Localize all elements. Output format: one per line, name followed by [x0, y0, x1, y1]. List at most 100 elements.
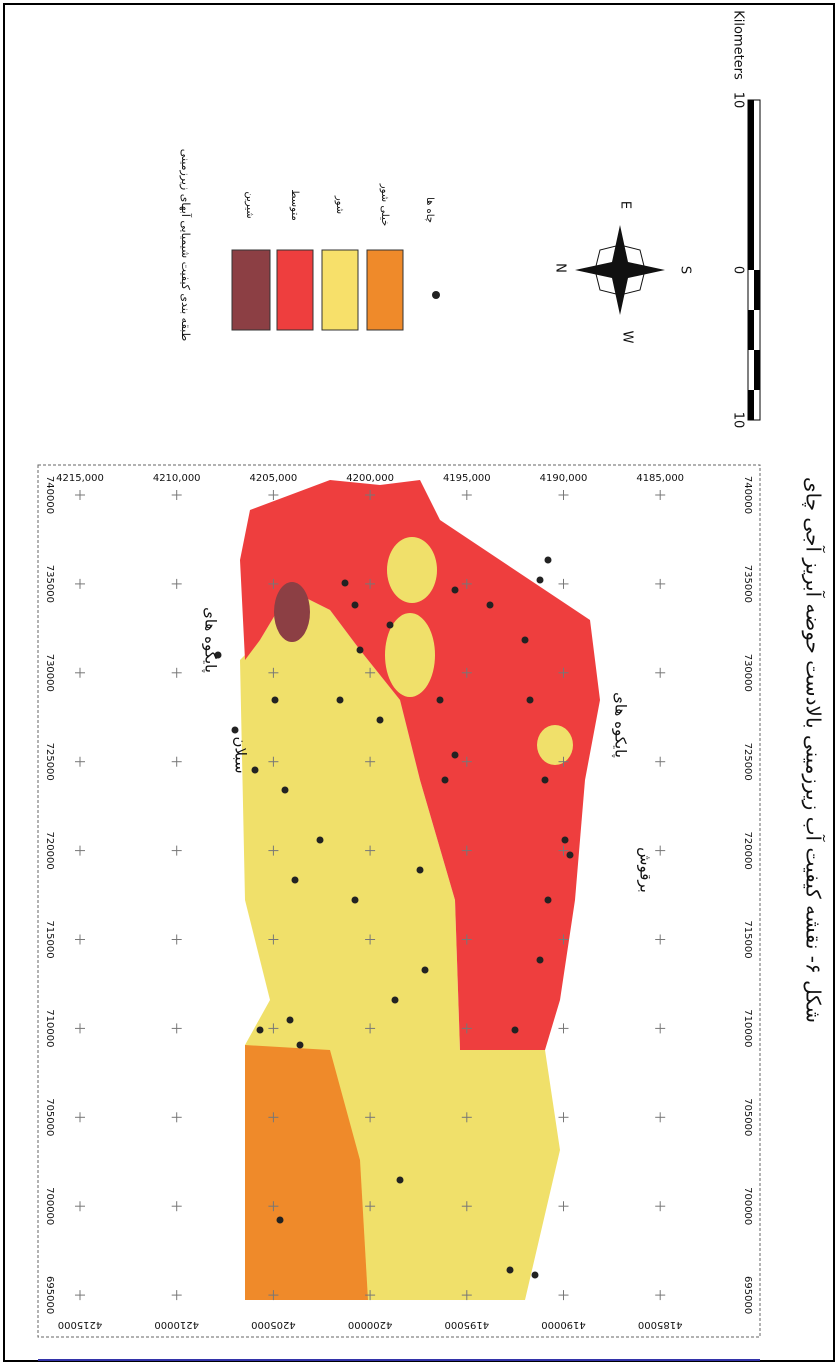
northing-label: 4215000 — [58, 1319, 103, 1330]
northing-label: 4200000 — [348, 1319, 393, 1330]
compass-star — [594, 244, 646, 296]
easting-label: 715000 — [742, 920, 753, 958]
area-medium — [240, 480, 600, 1050]
legend-label: چاه ها — [424, 197, 435, 223]
legend-swatch — [321, 249, 359, 331]
easting-label: 725000 — [742, 743, 753, 781]
northing-label: 4195000 — [445, 1319, 490, 1330]
well — [251, 766, 259, 774]
well — [451, 586, 459, 594]
legend-title: طبقه بندی کیفیت شیمیایی آبهای زیرزمینی — [179, 149, 193, 342]
scale-label: 10 — [731, 412, 746, 429]
well — [271, 696, 279, 704]
easting-label: 695000 — [742, 1276, 753, 1314]
well — [536, 576, 544, 584]
northing-label: 4215,000 — [56, 473, 104, 484]
well — [421, 966, 429, 974]
well — [291, 876, 299, 884]
area-very-salty — [245, 1045, 368, 1300]
well — [276, 1216, 284, 1224]
well — [296, 1041, 304, 1049]
area-fresh — [274, 582, 310, 642]
well — [214, 651, 222, 659]
place-label: سبلان — [232, 736, 250, 773]
place-label: برقوش — [637, 847, 655, 893]
well — [531, 1271, 539, 1279]
place-label: پایکوه های — [201, 607, 220, 673]
northing-label: 4205,000 — [250, 473, 298, 484]
compass-letter: E — [618, 201, 633, 209]
legend: طبقه بندی کیفیت شیمیایی آبهای زیرزمینی ش… — [179, 149, 440, 342]
northing-label: 4205000 — [251, 1319, 296, 1330]
well — [256, 1026, 264, 1034]
northing-label: 4210000 — [154, 1319, 199, 1330]
well — [511, 1026, 519, 1034]
easting-label: 710000 — [44, 1009, 55, 1047]
well — [396, 1176, 404, 1184]
well — [286, 1016, 294, 1024]
well — [436, 696, 444, 704]
compass-letter: W — [620, 331, 635, 344]
scale-bar-segment — [748, 390, 754, 420]
legend-well-symbol — [432, 291, 440, 299]
well — [544, 896, 552, 904]
well — [281, 786, 289, 794]
easting-label: 705000 — [44, 1098, 55, 1136]
map-areas — [240, 480, 600, 1300]
well — [351, 601, 359, 609]
well — [356, 646, 364, 654]
well — [351, 896, 359, 904]
scale-bar: 10 0 10 Kilometers — [731, 10, 761, 428]
easting-label: 725000 — [44, 743, 55, 781]
well — [336, 696, 344, 704]
northing-label: 4190000 — [541, 1319, 586, 1330]
well — [316, 836, 324, 844]
legend-label: شیرین — [244, 191, 255, 218]
legend-label: خیلی شور — [379, 183, 390, 226]
scale-bar-segment — [754, 270, 760, 310]
well — [416, 866, 424, 874]
scale-bar-segment — [748, 100, 754, 270]
well — [386, 621, 394, 629]
legend-label: شور — [334, 195, 345, 214]
well — [544, 556, 552, 564]
scale-label: 0 — [731, 266, 746, 274]
scale-unit: Kilometers — [731, 10, 746, 80]
legend-swatch — [366, 249, 404, 331]
well — [536, 956, 544, 964]
northing-label: 4200,000 — [346, 473, 394, 484]
easting-label: 740000 — [44, 476, 55, 514]
easting-label: 705000 — [742, 1098, 753, 1136]
area-salty — [537, 725, 573, 765]
easting-label: 715000 — [44, 920, 55, 958]
well — [376, 716, 384, 724]
easting-label: 710000 — [742, 1009, 753, 1047]
compass-letter: N — [553, 263, 568, 273]
well — [566, 851, 574, 859]
easting-label: 730000 — [742, 654, 753, 692]
legend-label: متوسط — [289, 189, 300, 220]
scale-bar-segment — [754, 350, 760, 390]
easting-label: 700000 — [44, 1187, 55, 1225]
easting-label: 735000 — [742, 565, 753, 603]
easting-label: 720000 — [742, 832, 753, 870]
well — [521, 636, 529, 644]
northing-label: 4190,000 — [540, 473, 588, 484]
northing-label: 4210,000 — [153, 473, 201, 484]
well — [486, 601, 494, 609]
compass-star — [575, 225, 665, 315]
compass-letter: S — [678, 266, 693, 274]
place-label: پایکوه های — [611, 692, 630, 758]
well — [561, 836, 569, 844]
easting-label: 695000 — [44, 1276, 55, 1314]
area-salty — [387, 537, 437, 603]
easting-label: 740000 — [742, 476, 753, 514]
area-salty — [385, 613, 435, 697]
easting-label: 720000 — [44, 832, 55, 870]
legend-swatch — [231, 249, 271, 331]
easting-label: 735000 — [44, 565, 55, 603]
legend-swatch — [276, 249, 314, 331]
well — [231, 726, 239, 734]
caption: شکل ۶- نقشه کیفیت آب زیرزمینی بالادست حو… — [802, 477, 827, 1023]
